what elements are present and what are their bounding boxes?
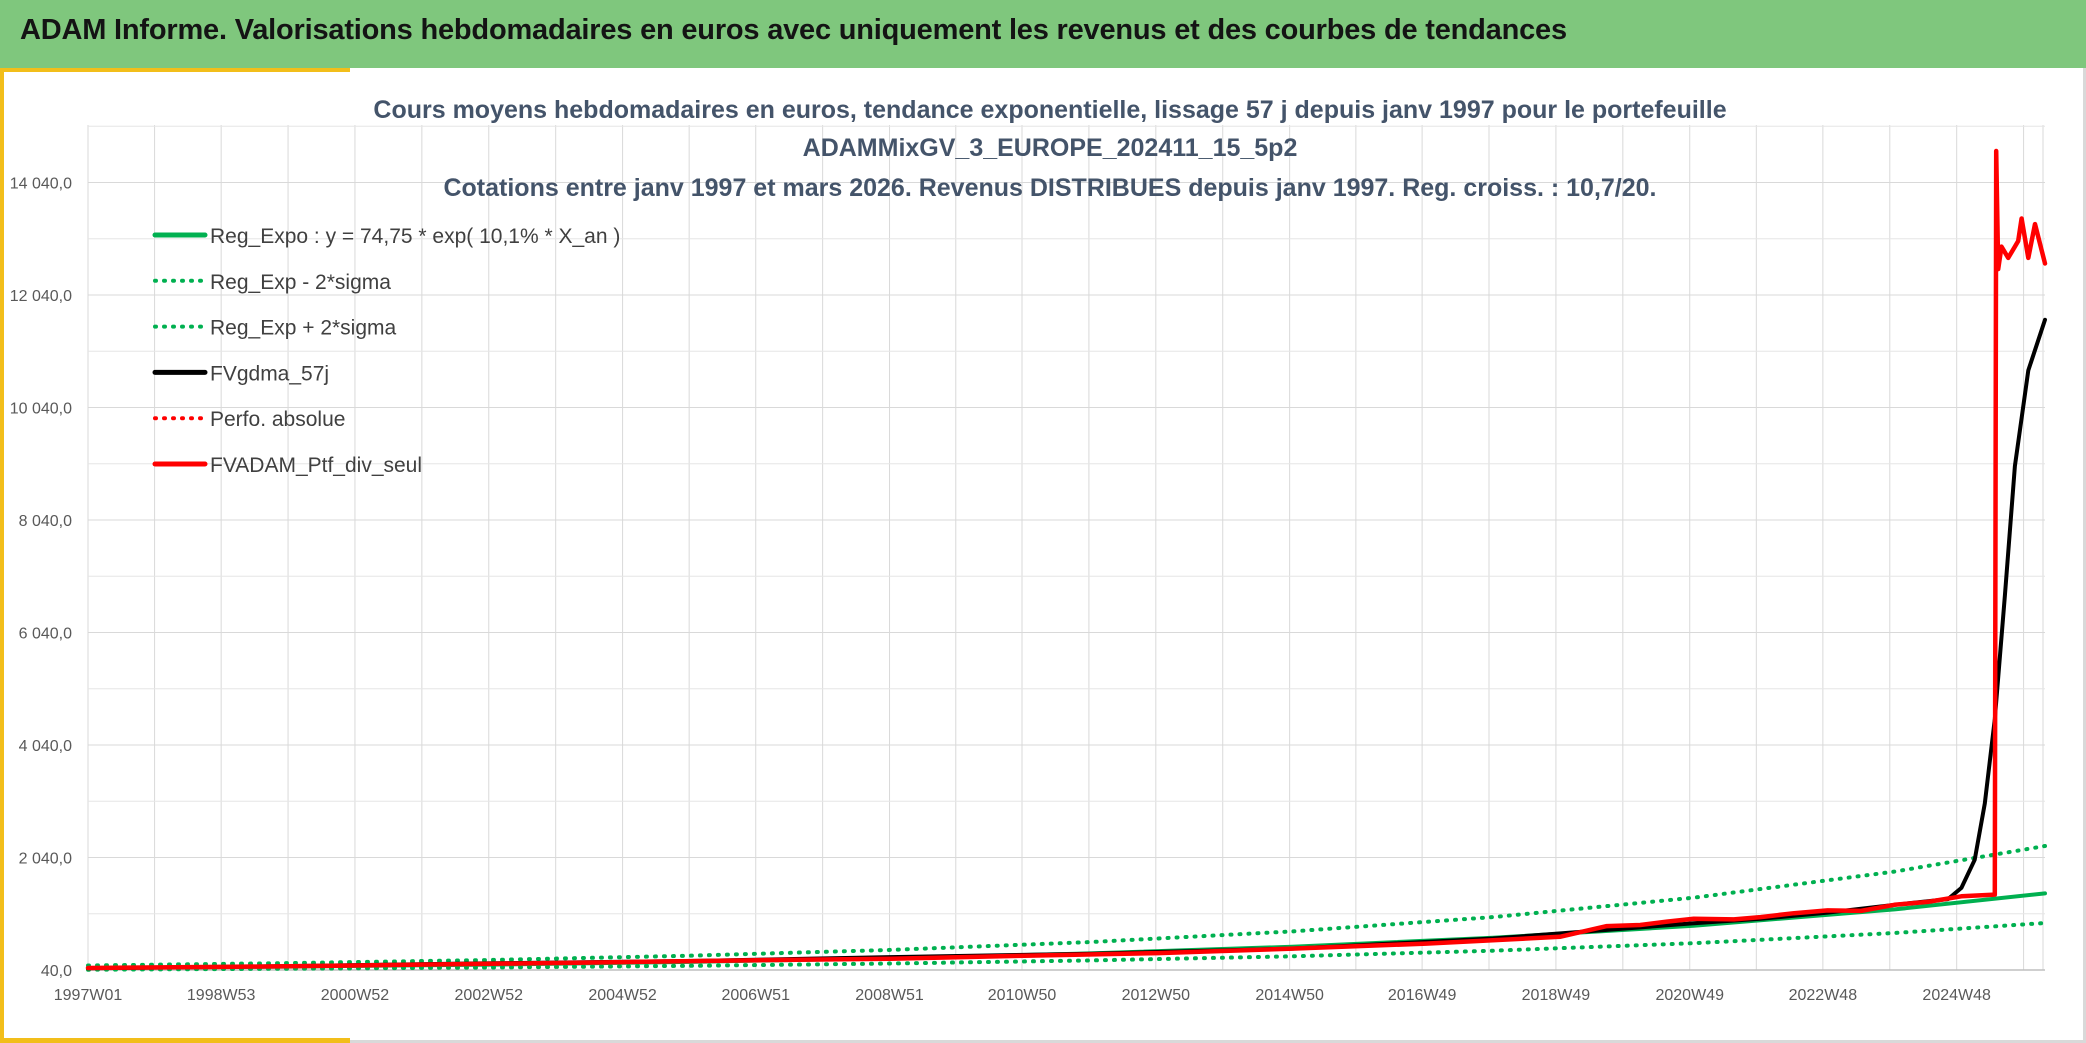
x-axis: 1997W01 1998W53 2000W52 2002W52 2004W52 2006W… xyxy=(54,987,1991,1004)
x-tick-label: 2016W49 xyxy=(1388,987,1457,1004)
x-tick-label: 2018W49 xyxy=(1522,987,1591,1004)
y-tick-label: 12 040,0 xyxy=(10,288,72,305)
chart-title-line-3: Cotations entre janv 1997 et mars 2026. … xyxy=(443,174,1656,202)
legend-label: Reg_Expo : y = 74,75 * exp( 10,1% * X_an… xyxy=(210,225,620,248)
y-tick-label: 8 040,0 xyxy=(19,513,72,530)
x-tick-label: 2022W48 xyxy=(1789,987,1858,1004)
chart-title-line-2: ADAMMixGV_3_EUROPE_202411_15_5p2 xyxy=(803,134,1298,162)
series-line-3 xyxy=(86,317,2047,971)
frame-bottom-accent xyxy=(0,1038,350,1043)
series-line-2 xyxy=(86,844,2047,968)
frame-top-accent xyxy=(0,68,350,72)
x-tick-label: 2008W51 xyxy=(855,987,924,1004)
x-tick-label: 2024W48 xyxy=(1922,987,1991,1004)
frame-left-border xyxy=(0,68,4,1043)
x-tick-label: 1997W01 xyxy=(54,987,123,1004)
y-tick-label: 4 040,0 xyxy=(19,738,72,755)
x-tick-label: 1998W53 xyxy=(187,987,256,1004)
x-tick-label: 2002W52 xyxy=(455,987,524,1004)
series-line-5 xyxy=(85,148,2048,971)
x-tick-label: 2000W52 xyxy=(321,987,390,1004)
y-tick-label: 6 040,0 xyxy=(19,626,72,643)
x-tick-label: 2006W51 xyxy=(721,987,790,1004)
x-tick-label: 2012W50 xyxy=(1122,987,1191,1004)
page-title: ADAM Informe. Valorisations hebdomadaire… xyxy=(20,14,1567,46)
x-tick-label: 2020W49 xyxy=(1655,987,1724,1004)
y-tick-label: 14 040,0 xyxy=(10,176,72,193)
header-bar: ADAM Informe. Valorisations hebdomadaire… xyxy=(0,0,2086,68)
grid xyxy=(87,125,2045,971)
y-tick-label: 40,0 xyxy=(41,963,72,980)
legend-label: Perfo. absolue xyxy=(210,408,345,431)
frame-bottom-border xyxy=(350,1040,2083,1043)
x-tick-label: 2004W52 xyxy=(588,987,657,1004)
legend-label: FVgdma_57j xyxy=(210,362,329,385)
series-line-1 xyxy=(86,921,2047,972)
x-tick-label: 2010W50 xyxy=(988,987,1057,1004)
x-tick-label: 2014W50 xyxy=(1255,987,1324,1004)
series-layer xyxy=(85,148,2048,972)
legend-label: FVADAM_Ptf_div_seul xyxy=(210,454,422,477)
frame-right-border xyxy=(2083,68,2086,1043)
chart-title-line-1: Cours moyens hebdomadaires en euros, ten… xyxy=(373,96,1726,124)
y-tick-label: 2 040,0 xyxy=(19,851,72,868)
legend-label: Reg_Exp - 2*sigma xyxy=(210,271,391,294)
y-tick-label: 10 040,0 xyxy=(10,401,72,418)
legend-label: Reg_Exp + 2*sigma xyxy=(210,317,397,340)
y-axis: 40,0 2 040,0 4 040,0 6 040,0 8 040,0 10 040,0… xyxy=(10,176,72,981)
legend: Reg_Expo : y = 74,75 * exp( 10,1% * X_an… xyxy=(152,225,620,477)
